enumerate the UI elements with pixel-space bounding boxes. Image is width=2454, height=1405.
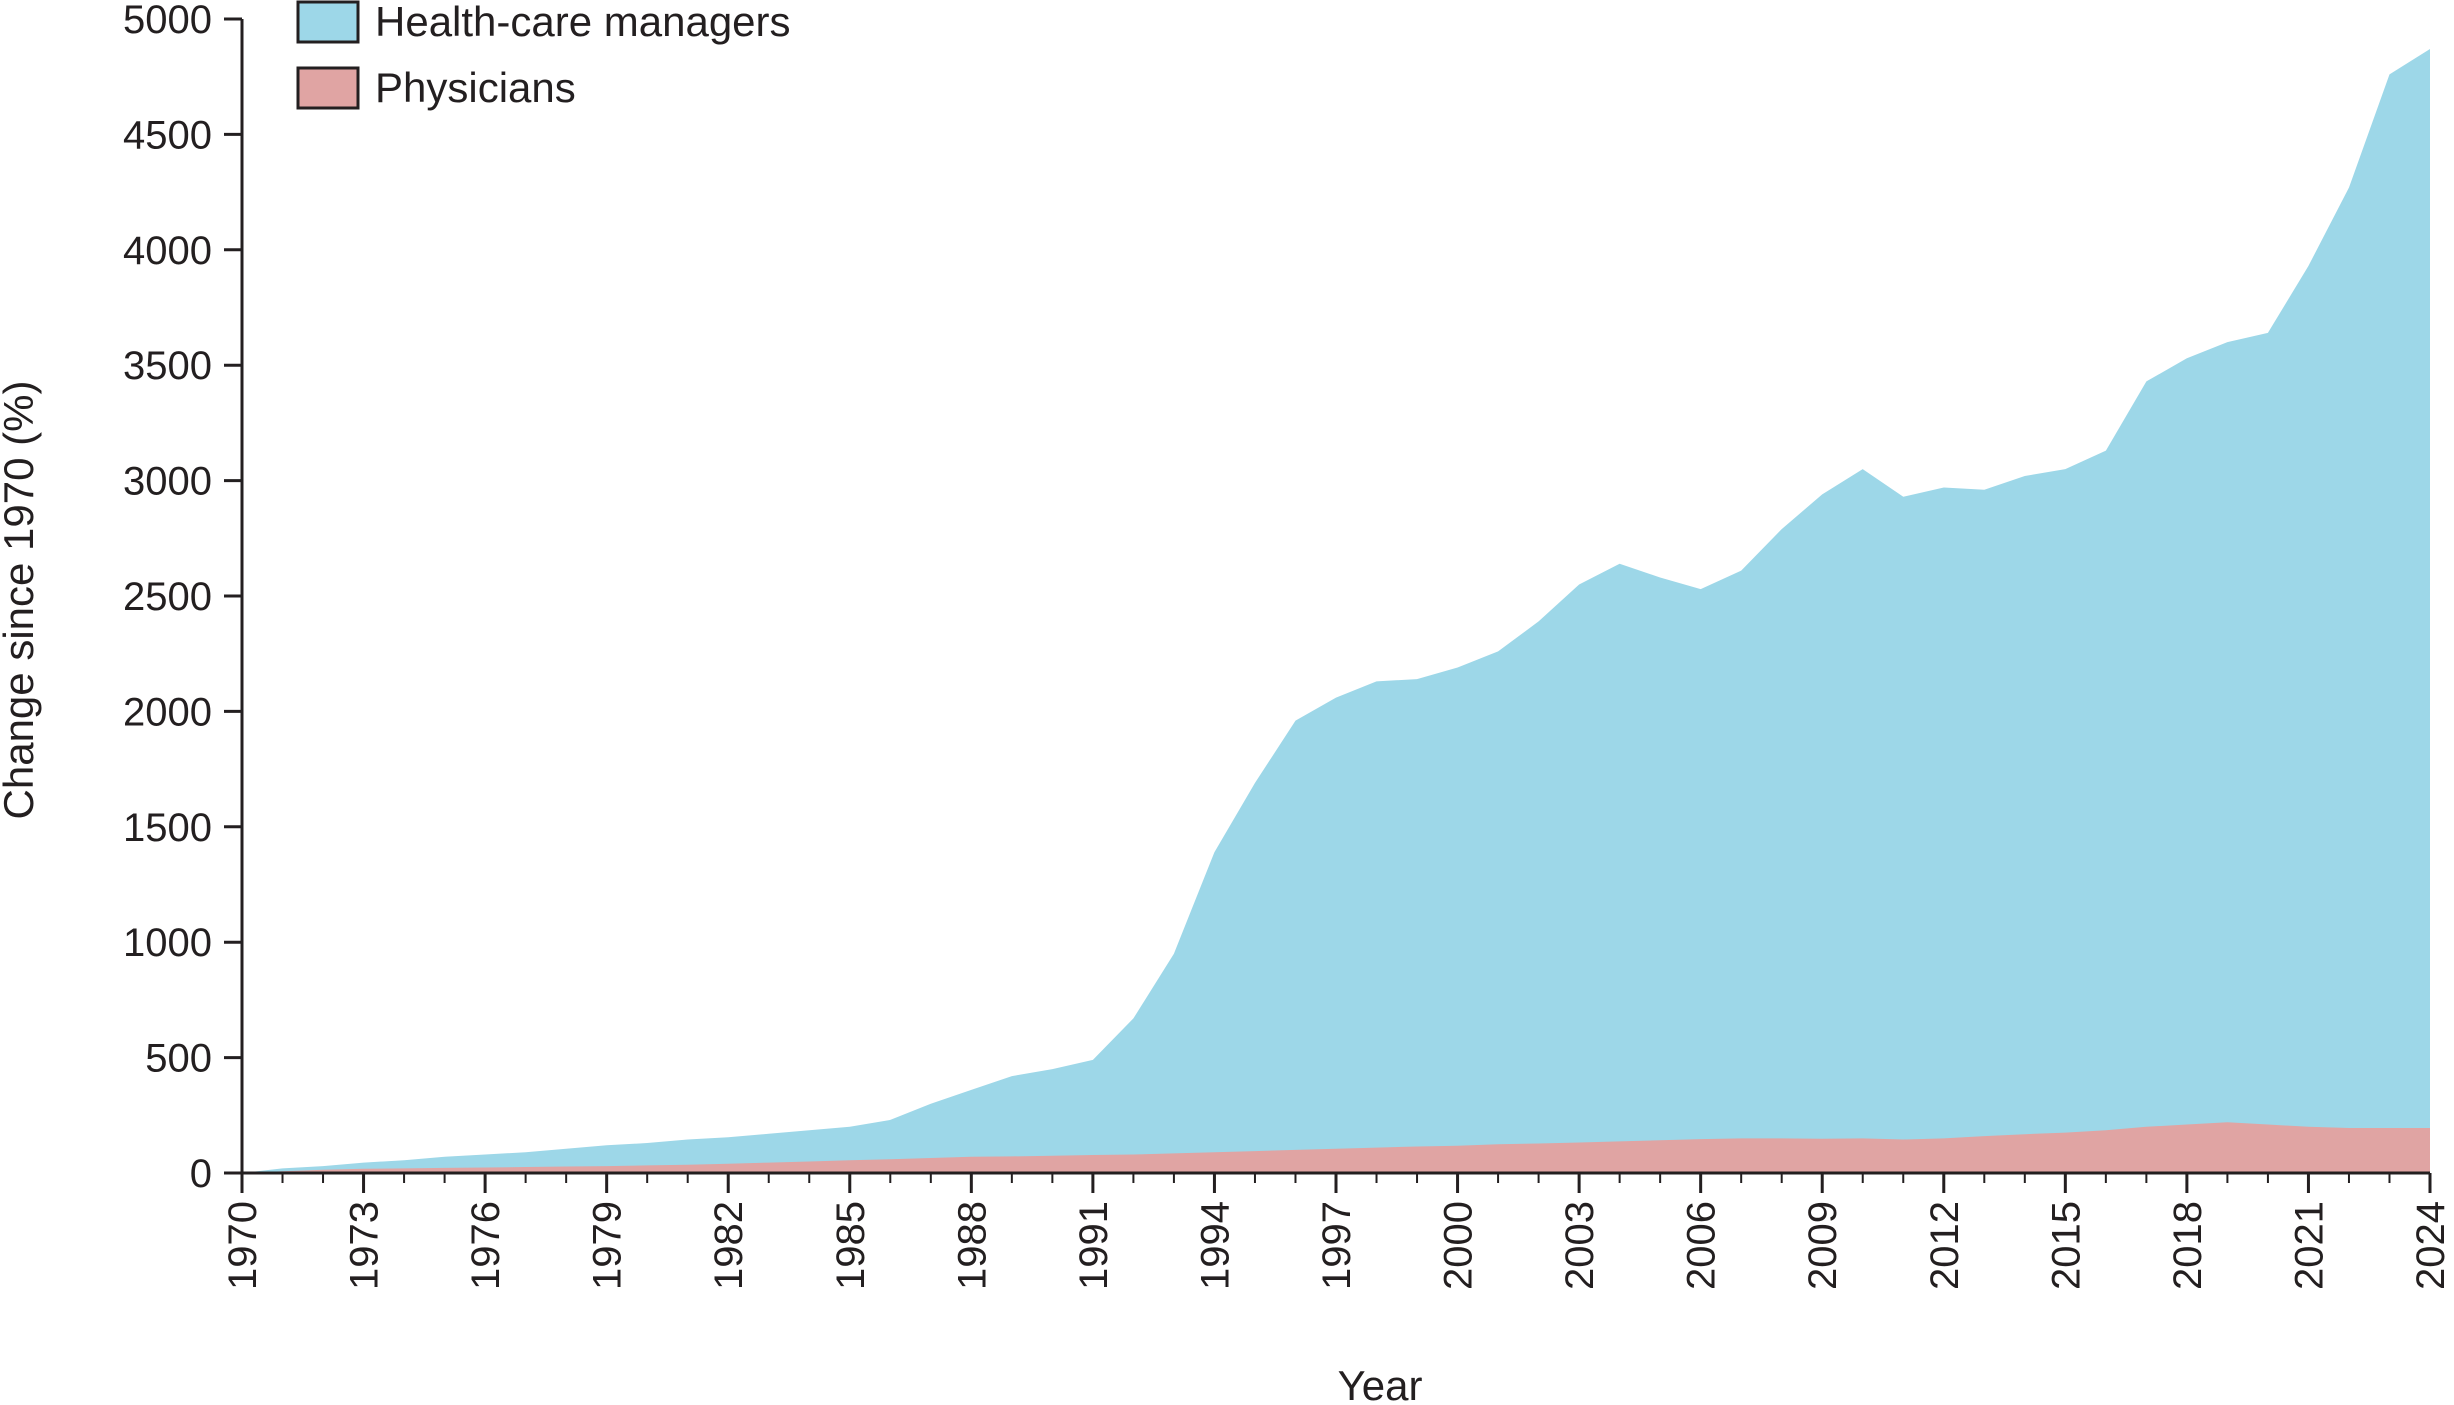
y-tick-label: 500 xyxy=(145,1037,212,1081)
y-axis-ticks: 0 500 1000 1500 2000 2500 3000 3500 4000 4500 5000 xyxy=(123,0,242,1196)
chart-areas xyxy=(242,49,2430,1173)
x-tick-label: 1997 xyxy=(1315,1201,1359,1290)
y-tick-label: 0 xyxy=(190,1152,212,1196)
y-tick-label: 2500 xyxy=(123,575,212,619)
legend-label-health-care-managers: Health-care managers xyxy=(375,0,791,45)
y-tick-label: 1500 xyxy=(123,806,212,850)
x-tick-label: 2003 xyxy=(1558,1201,1602,1290)
x-tick-label: 2024 xyxy=(2409,1201,2453,1290)
x-tick-label: 2015 xyxy=(2044,1201,2088,1290)
x-axis-title: Year xyxy=(1338,1362,1423,1405)
y-tick-label: 3000 xyxy=(123,460,212,504)
x-tick-label: 1973 xyxy=(343,1201,387,1290)
x-tick-label: 1979 xyxy=(586,1201,630,1290)
x-tick-label: 2009 xyxy=(1801,1201,1845,1290)
x-tick-label: 2000 xyxy=(1437,1201,1481,1290)
area-series-health-care-managers xyxy=(242,49,2430,1173)
x-tick-label: 2006 xyxy=(1680,1201,1724,1290)
x-tick-label: 2021 xyxy=(2287,1201,2331,1290)
x-tick-label: 1970 xyxy=(221,1201,265,1290)
x-tick-label: 1991 xyxy=(1072,1201,1116,1290)
area-series-physicians xyxy=(242,1122,2430,1173)
x-tick-label: 2012 xyxy=(1923,1201,1967,1290)
x-tick-label: 1982 xyxy=(707,1201,751,1290)
legend-swatch-health-care-managers xyxy=(296,0,360,44)
y-axis-title: Change since 1970 (%) xyxy=(0,381,42,820)
x-tick-label: 1988 xyxy=(950,1201,994,1290)
x-tick-label: 1985 xyxy=(829,1201,873,1290)
legend-swatch-physicians xyxy=(296,66,360,110)
y-tick-label: 4000 xyxy=(123,229,212,273)
x-tick-label: 1976 xyxy=(464,1201,508,1290)
legend-label-physicians: Physicians xyxy=(375,64,576,111)
y-tick-label: 2000 xyxy=(123,690,212,734)
x-axis-ticks: 1970 1973 1976 1979 1982 1985 1988 1991 1994 1997… xyxy=(221,1173,2453,1290)
y-tick-label: 4500 xyxy=(123,113,212,157)
x-tick-label: 2018 xyxy=(2166,1201,2210,1290)
legend: Health-care managers Physicians xyxy=(296,0,791,111)
y-tick-label: 1000 xyxy=(123,921,212,965)
x-tick-label: 1994 xyxy=(1193,1201,1237,1290)
y-tick-label: 5000 xyxy=(123,0,212,42)
y-tick-label: 3500 xyxy=(123,344,212,388)
